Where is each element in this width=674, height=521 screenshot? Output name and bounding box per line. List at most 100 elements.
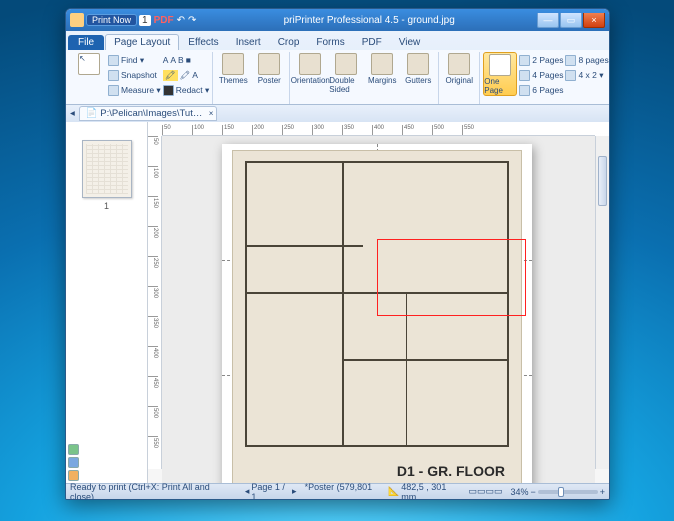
measure-button[interactable]: Measure ▾	[108, 83, 161, 97]
qat-redo-icon[interactable]: ↷	[188, 15, 196, 26]
orientation-icon	[299, 53, 321, 75]
snapshot-button[interactable]: Snapshot	[108, 68, 161, 82]
select-tool[interactable]: ↖	[72, 52, 106, 76]
tab-view[interactable]: View	[391, 35, 429, 50]
view-icon-1[interactable]	[68, 444, 79, 455]
gutters-button[interactable]: Gutters	[401, 52, 435, 85]
close-button[interactable]: ×	[583, 13, 605, 28]
status-poster: *Poster (579,801 …	[305, 482, 381, 501]
canvas[interactable]: D1 - GR. FLOOR	[162, 136, 595, 483]
group-pages: One Page 2 Pages 4 Pages 6 Pages 8 pages…	[480, 52, 610, 104]
zoom-knob[interactable]	[558, 487, 564, 497]
status-coords: 📐 482,5 , 301 mm	[388, 482, 460, 501]
margins-button[interactable]: Margins	[365, 52, 399, 85]
doc-icon: 📄	[86, 108, 98, 119]
selection-rectangle[interactable]	[377, 239, 526, 316]
double-sided-icon	[335, 53, 357, 75]
orientation-button[interactable]: Orientation	[293, 52, 327, 85]
status-ready: Ready to print (Ctrl+X: Print All and cl…	[70, 482, 229, 501]
minimize-button[interactable]: —	[537, 13, 559, 28]
one-page-icon	[489, 54, 511, 76]
zoom-value: 34%	[510, 487, 528, 497]
grid-icon	[565, 55, 576, 66]
scroll-thumb[interactable]	[598, 156, 607, 206]
six-pages-button[interactable]: 6 Pages	[519, 83, 563, 97]
view-icon-3[interactable]	[68, 470, 79, 481]
grid-icon	[565, 70, 576, 81]
redact-icon	[163, 85, 174, 96]
tab-forms[interactable]: Forms	[308, 35, 352, 50]
double-sided-button[interactable]: Double Sided	[329, 52, 363, 94]
find-button[interactable]: Find ▾	[108, 53, 161, 67]
tab-file[interactable]: File	[68, 35, 104, 50]
print-now-button[interactable]: Print Now	[86, 14, 137, 26]
font-row2[interactable]: 🖍🖍A	[163, 68, 210, 82]
view-icon-2[interactable]	[68, 457, 79, 468]
original-button[interactable]: Original	[442, 52, 476, 85]
thumbnail-panel: 1	[66, 122, 148, 483]
poster-button[interactable]: Poster	[252, 52, 286, 85]
document-tab[interactable]: 📄 P:\Pelican\Images\Tut… ×	[79, 106, 218, 121]
app-icon	[70, 13, 84, 27]
qat-pdf-icon[interactable]: PDF	[154, 15, 174, 26]
find-icon	[108, 55, 119, 66]
maximize-button[interactable]: ▭	[560, 13, 582, 28]
horizontal-ruler[interactable]: 50100150200250300350400450500550	[162, 122, 595, 136]
tab-crop[interactable]: Crop	[270, 35, 308, 50]
themes-icon	[222, 53, 244, 75]
cursor-icon: ↖	[78, 53, 100, 75]
page-preview[interactable]: D1 - GR. FLOOR	[222, 144, 532, 483]
page-thumbnail[interactable]	[82, 140, 132, 198]
eight-pages-button[interactable]: 8 pages	[565, 53, 608, 67]
floorplan-image: D1 - GR. FLOOR	[232, 150, 522, 483]
snapshot-icon	[108, 70, 119, 81]
vertical-scrollbar[interactable]	[595, 136, 609, 469]
edit-area: 50100150200250300350400450500550 5010015…	[148, 122, 609, 483]
redact-button[interactable]: Redact ▾	[163, 83, 210, 97]
quick-access-toolbar: 1 PDF ↶ ↷	[139, 15, 196, 26]
ribbon-body: ↖ Find ▾ Snapshot Measure ▾ A A B ■ 🖍🖍A …	[66, 50, 609, 104]
doc-close-icon[interactable]: ×	[209, 109, 214, 118]
font-row1[interactable]: A A B ■	[163, 53, 210, 67]
window-buttons: — ▭ ×	[536, 13, 605, 28]
zoom-control[interactable]: 34% − +	[510, 487, 605, 497]
desktop-background: Print Now 1 PDF ↶ ↷ priPrinter Professio…	[0, 0, 674, 521]
four-pages-button[interactable]: 4 Pages	[519, 68, 563, 82]
themes-button[interactable]: Themes	[216, 52, 250, 85]
two-pages-button[interactable]: 2 Pages	[519, 53, 563, 67]
tab-pdf[interactable]: PDF	[354, 35, 390, 50]
app-window: Print Now 1 PDF ↶ ↷ priPrinter Professio…	[65, 8, 610, 500]
group-pagesetup: Orientation Double Sided Margins Gutters	[290, 52, 439, 104]
fourx2-button[interactable]: 4 x 2 ▾	[565, 68, 608, 82]
view-mode-icons	[68, 444, 79, 481]
qat-page-number[interactable]: 1	[139, 15, 151, 26]
highlight-icon: 🖍	[163, 70, 178, 81]
grid-icon	[519, 55, 530, 66]
status-viewbuttons[interactable]: ▭▭▭▭	[468, 486, 502, 497]
tab-insert[interactable]: Insert	[228, 35, 269, 50]
tab-effects[interactable]: Effects	[180, 35, 226, 50]
blank-pages-slot	[565, 83, 608, 97]
floorplan-title: D1 - GR. FLOOR	[397, 463, 505, 479]
prev-doc-icon[interactable]: ◂	[70, 108, 75, 119]
qat-undo-icon[interactable]: ↶	[177, 15, 185, 26]
status-page[interactable]: ◂ Page 1 / 1 ▸	[245, 482, 297, 501]
gutters-icon	[407, 53, 429, 75]
measure-icon	[108, 85, 119, 96]
group-themes: Themes Poster	[213, 52, 290, 104]
ribbon-tabs: File Page Layout Effects Insert Crop For…	[66, 31, 609, 50]
original-icon	[448, 53, 470, 75]
tab-page-layout[interactable]: Page Layout	[105, 34, 179, 50]
doc-label: P:\Pelican\Images\Tut…	[100, 108, 202, 119]
ribbon: HP LaserJet 1015 ▾ Automatically Select …	[66, 31, 609, 105]
status-bar: Ready to print (Ctrl+X: Print All and cl…	[66, 483, 609, 499]
title-bar[interactable]: Print Now 1 PDF ↶ ↷ priPrinter Professio…	[66, 9, 609, 31]
window-title: priPrinter Professional 4.5 - ground.jpg	[202, 15, 536, 26]
poster-icon	[258, 53, 280, 75]
thumb-page-number: 1	[104, 201, 109, 211]
zoom-slider[interactable]	[538, 490, 598, 494]
one-page-button[interactable]: One Page	[483, 52, 517, 96]
grid-icon	[519, 85, 530, 96]
document-tabstrip: ◂ 📄 P:\Pelican\Images\Tut… ×	[66, 105, 609, 123]
vertical-ruler[interactable]: 50100150200250300350400450500550	[148, 136, 162, 469]
